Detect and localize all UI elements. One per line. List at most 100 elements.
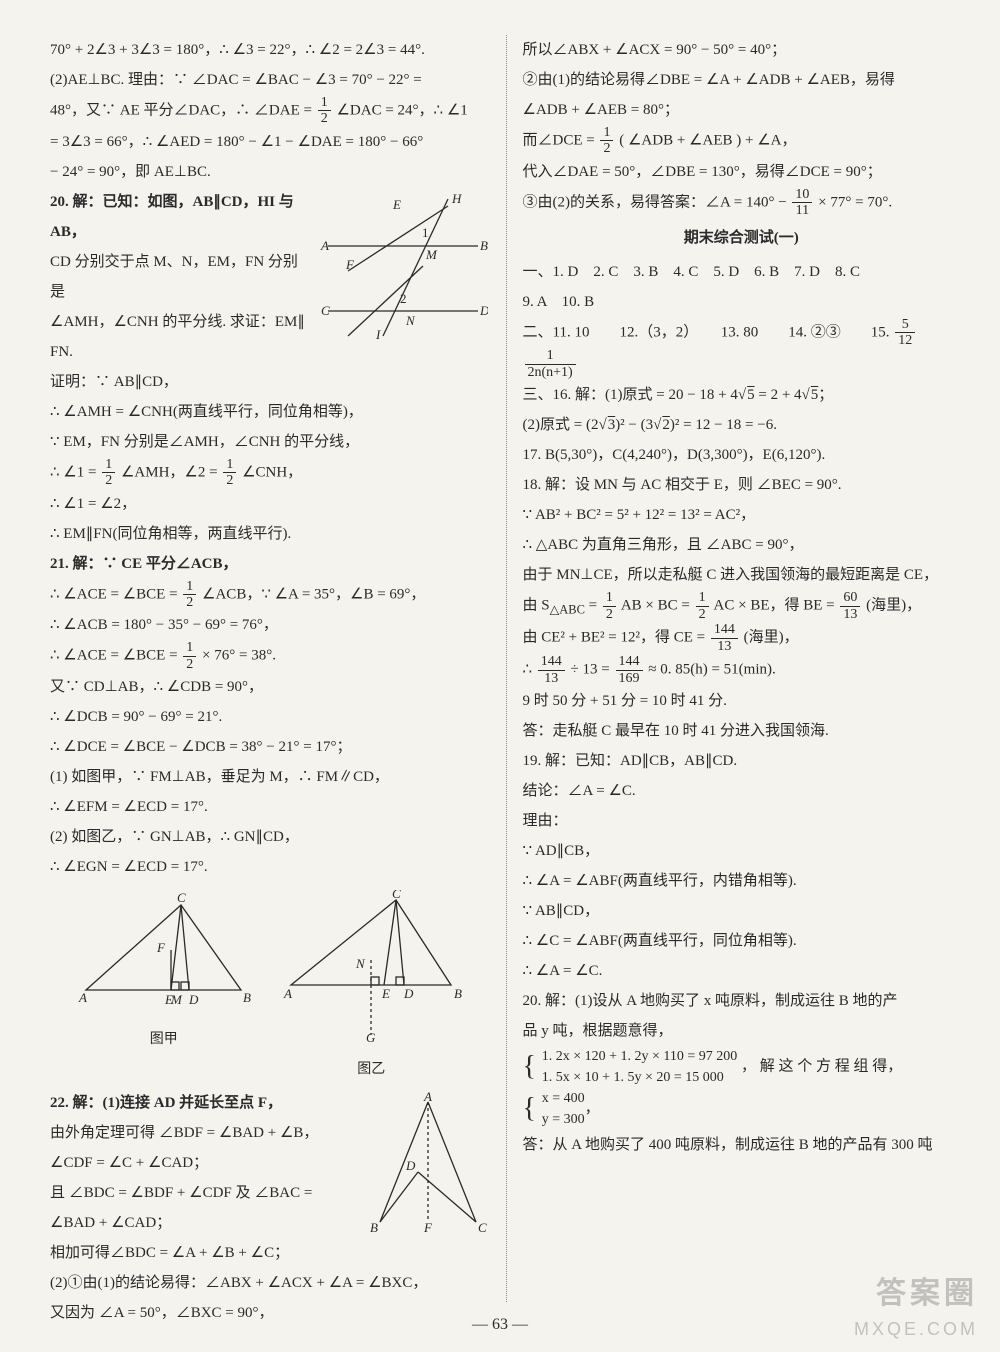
text-line: ∴ ∠ACE = ∠BCE = 12 ∠ACB，∵ ∠A = 35°，∠B = … (50, 579, 488, 611)
text-line: ∴ ∠EFM = ∠ECD = 17°. (50, 792, 488, 822)
left-brace-icon: { (523, 1053, 536, 1081)
svg-text:B: B (243, 990, 251, 1005)
svg-text:N: N (405, 313, 416, 328)
system-row: 1. 2x × 120 + 1. 2y × 110 = 97 200 (542, 1049, 738, 1064)
fraction-60-13: 6013 (840, 590, 860, 622)
text-line: ∵ AB∥CD， (523, 896, 961, 926)
text-line: 9 时 50 分 + 51 分 = 10 时 41 分. (523, 686, 961, 716)
text-line: ③由(2)的关系，易得答案：∠A = 140° − 1011 × 77° = 7… (523, 187, 961, 219)
text-line: { 1. 2x × 120 + 1. 2y × 110 = 97 200 1. … (523, 1046, 961, 1088)
text-fragment: ( ∠ADB + ∠AEB ) + ∠A， (619, 132, 796, 148)
text-line: 17. B(5,30°)，C(4,240°)，D(3,300°)，E(6,120… (523, 440, 961, 470)
text-line: 12n(n+1) (523, 348, 961, 380)
text-line: ∴ △ABC 为直角三角形，且 ∠ABC = 90°， (523, 530, 961, 560)
fraction-half: 12 (318, 95, 331, 127)
text-line: ∵ AB² + BC² = 5² + 12² = 13² = AC²， (523, 500, 961, 530)
figure-row-triangles: A B C D E F M 图甲 (50, 890, 488, 1084)
text-line: ∴ ∠ACE = ∠BCE = 12 × 76° = 38°. (50, 640, 488, 672)
svg-text:C: C (478, 1220, 487, 1235)
text-line: ∴ ∠ACB = 180° − 35° − 69° = 76°， (50, 610, 488, 640)
text-line: ∴ ∠A = ∠ABF(两直线平行，内错角相等). (523, 866, 961, 896)
text-line: (2) 如图乙，∵ GN⊥AB，∴ GN∥CD， (50, 822, 488, 852)
text-line: 答：从 A 地购买了 400 吨原料，制成运往 B 地的产品有 300 吨 (523, 1130, 961, 1160)
text-fragment: (海里)， (744, 630, 799, 646)
svg-text:D: D (405, 1158, 416, 1173)
text-line: 品 y 吨，根据题意得， (523, 1016, 961, 1046)
text-fragment: 由 S (523, 597, 550, 613)
svg-text:1: 1 (422, 225, 429, 240)
figure-label-jia: 图甲 (71, 1026, 256, 1054)
text-line: 21. 解：∵ CE 平分∠ACB， (50, 549, 488, 579)
svg-text:A: A (423, 1092, 432, 1104)
figure-parallel-lines: A B C D E F H I M N 1 2 (318, 191, 488, 352)
text-line: ∴ ∠AMH = ∠CNH(两直线平行，同位角相等)， (50, 397, 488, 427)
text-fragment: ∴ ∠ACE = ∠BCE = (50, 648, 181, 664)
svg-text:C: C (392, 890, 401, 901)
svg-text:E: E (381, 986, 390, 1001)
text-line: − 24° = 90°，即 AE⊥BC. (50, 157, 488, 187)
figure-label-yi: 图乙 (276, 1056, 466, 1084)
text-line: 代入∠DAE = 50°，∠DBE = 130°，易得∠DCE = 90°； (523, 157, 961, 187)
figure-20-svg: A B C D E F H I M N 1 2 (318, 191, 488, 341)
text-fragment: )² − (3√ (615, 417, 661, 433)
svg-text:F: F (156, 940, 166, 955)
text-fragment: (2)原式 = (2√ (523, 417, 607, 433)
text-fragment: × 77° = 70°. (818, 194, 892, 210)
sqrt-5: 5 (746, 387, 755, 403)
right-column: 所以∠ABX + ∠ACX = 90° − 50° = 40°； ②由(1)的结… (506, 35, 961, 1302)
text-line: 由于 MN⊥CE，所以走私艇 C 进入我国领海的最短距离是 CE， (523, 560, 961, 590)
svg-text:2: 2 (400, 291, 407, 306)
text-line: 结论：∠A = ∠C. (523, 776, 961, 806)
svg-text:B: B (454, 986, 462, 1001)
text-line: 理由： (523, 806, 961, 836)
fraction-10-11: 1011 (792, 187, 812, 219)
text-fragment: ， 解 这 个 方 程 组 得， (741, 1058, 902, 1074)
text-fragment: ∠DAC = 24°，∴ ∠1 (336, 102, 467, 118)
text-line: ∴ EM∥FN(同位角相等，两直线平行). (50, 519, 488, 549)
fraction-144-169: 144169 (616, 654, 643, 686)
text-fragment: ÷ 13 = (571, 662, 614, 678)
text-line: 9. A 10. B (523, 287, 961, 317)
text-line: 19. 解：已知：AD∥CB，AB∥CD. (523, 746, 961, 776)
problem-20-head: 20. 解：已知：如图，AB∥CD，HI 与 AB， (50, 194, 294, 240)
text-line: ②由(1)的结论易得∠DBE = ∠A + ∠ADB + ∠AEB，易得 (523, 65, 961, 95)
fraction-half: 12 (696, 590, 709, 622)
text-line: ∴ ∠C = ∠ABF(两直线平行，同位角相等). (523, 926, 961, 956)
watermark-main: 答案圈 (876, 1268, 978, 1312)
text-line: ∴ 14413 ÷ 13 = 144169 ≈ 0. 85(h) = 51(mi… (523, 654, 961, 686)
fraction-5-12: 512 (895, 317, 915, 349)
text-line: 而∠DCE = 12 ( ∠ADB + ∠AEB ) + ∠A， (523, 125, 961, 157)
svg-text:A: A (320, 238, 329, 253)
text-fragment: 48°，又∵ AE 平分∠DAC，∴ ∠DAE = (50, 102, 316, 118)
text-fragment: ∴ ∠1 = (50, 464, 100, 480)
text-fragment: AC × BE，得 BE = (714, 597, 839, 613)
svg-text:N: N (355, 956, 366, 971)
text-fragment: ③由(2)的关系，易得答案：∠A = 140° − (523, 194, 791, 210)
svg-text:C: C (177, 890, 186, 905)
text-fragment: = (585, 597, 601, 613)
text-line: = 3∠3 = 66°，∴ ∠AED = 180° − ∠1 − ∠DAE = … (50, 127, 488, 157)
svg-text:M: M (170, 992, 183, 1007)
text-line: ∴ ∠DCE = ∠BCE − ∠DCB = 38° − 21° = 17°； (50, 732, 488, 762)
svg-text:H: H (451, 191, 462, 206)
text-line: 答：走私艇 C 最早在 10 时 41 分进入我国领海. (523, 716, 961, 746)
text-line: 48°，又∵ AE 平分∠DAC，∴ ∠DAE = 12 ∠DAC = 24°，… (50, 95, 488, 127)
text-fragment: 二、11. 10 12.（3，2） 13. 80 14. ②③ 15. (523, 324, 894, 340)
text-line: ∵ AD∥CB， (523, 836, 961, 866)
text-fragment: AB × BC = (621, 597, 694, 613)
fraction-144-13: 14413 (538, 654, 565, 686)
svg-text:D: D (479, 303, 488, 318)
text-line: 二、11. 10 12.（3，2） 13. 80 14. ②③ 15. 512 (523, 317, 961, 349)
svg-text:G: G (366, 1030, 376, 1045)
figure-jia: A B C D E F M 图甲 (71, 890, 256, 1084)
text-line: (2)AE⊥BC. 理由：∵ ∠DAC = ∠BAC − ∠3 = 70° − … (50, 65, 488, 95)
text-fragment: 三、16. 解：(1)原式 = 20 − 18 + 4√ (523, 387, 747, 403)
text-fragment: ∴ ∠ACE = ∠BCE = (50, 586, 181, 602)
text-line: (2)①由(1)的结论易得：∠ABX + ∠ACX + ∠A = ∠BXC， (50, 1268, 488, 1298)
system-row: y = 300 (542, 1112, 585, 1127)
fraction-1-2n: 12n(n+1) (525, 348, 576, 380)
text-fragment: ∠AMH，∠2 = (121, 464, 221, 480)
text-line: ∠ADB + ∠AEB = 80°； (523, 95, 961, 125)
text-fragment: 而∠DCE = (523, 132, 599, 148)
text-line: 又∵ CD⊥AB，∴ ∠CDB = 90°， (50, 672, 488, 702)
